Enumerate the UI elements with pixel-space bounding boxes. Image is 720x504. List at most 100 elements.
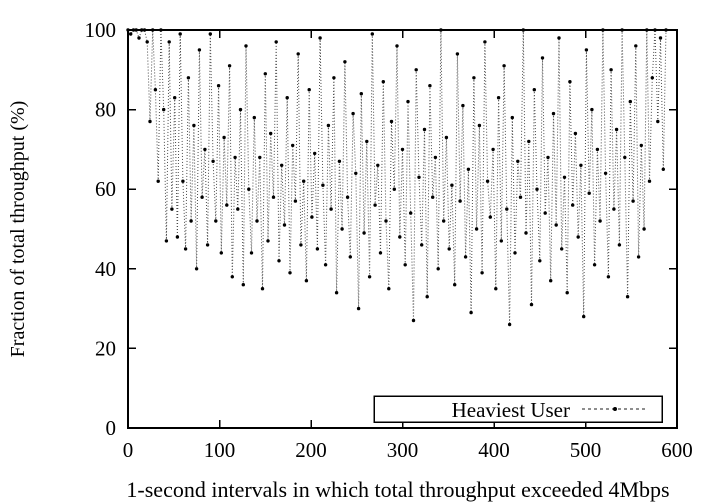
data-point xyxy=(280,163,284,167)
data-point xyxy=(571,203,575,207)
x-tick-label: 200 xyxy=(295,438,327,462)
data-point xyxy=(304,279,309,283)
data-point xyxy=(370,32,374,36)
data-point xyxy=(636,255,641,259)
data-point xyxy=(214,219,218,223)
x-tick-label: 500 xyxy=(570,438,602,462)
legend-marker-sample xyxy=(613,407,617,411)
data-point xyxy=(362,231,366,235)
data-point xyxy=(560,247,564,251)
data-point xyxy=(329,207,333,211)
data-point xyxy=(442,219,446,223)
data-point xyxy=(318,36,322,40)
data-point xyxy=(444,135,449,140)
data-point xyxy=(546,155,550,160)
data-point xyxy=(554,223,558,227)
data-point xyxy=(409,211,413,215)
data-point xyxy=(653,28,657,32)
legend-label: Heaviest User xyxy=(452,398,570,422)
data-point xyxy=(164,239,169,243)
axis-ticks xyxy=(127,29,678,429)
data-point xyxy=(131,28,136,32)
data-point xyxy=(505,207,509,211)
y-tick-label: 60 xyxy=(95,177,116,201)
data-point xyxy=(625,295,630,299)
data-point xyxy=(326,123,331,128)
x-axis-title: 1-second intervals in which total throug… xyxy=(126,477,669,502)
data-point xyxy=(332,76,336,80)
data-point xyxy=(535,187,539,191)
data-point xyxy=(400,147,405,152)
data-point xyxy=(170,207,174,211)
data-point xyxy=(142,28,147,32)
data-point xyxy=(345,195,350,199)
data-point xyxy=(296,52,300,56)
data-point xyxy=(356,306,361,311)
y-tick-label: 80 xyxy=(95,98,116,122)
data-point xyxy=(288,271,292,275)
data-point xyxy=(650,76,654,80)
data-point xyxy=(134,28,138,32)
data-point xyxy=(411,318,416,323)
data-point xyxy=(639,143,643,148)
data-point xyxy=(455,52,460,56)
data-point xyxy=(645,28,649,32)
data-point xyxy=(488,215,492,219)
data-point xyxy=(628,99,632,104)
data-point xyxy=(173,96,177,100)
data-point xyxy=(384,219,388,223)
data-point xyxy=(285,96,289,100)
data-point xyxy=(565,291,569,295)
data-point xyxy=(582,314,586,319)
series-line xyxy=(127,29,667,325)
data-point xyxy=(334,291,339,295)
data-point xyxy=(208,32,212,36)
data-point xyxy=(387,287,391,291)
data-point xyxy=(403,263,407,267)
data-point xyxy=(249,251,254,255)
data-point xyxy=(623,155,627,160)
data-point xyxy=(348,255,352,259)
data-point xyxy=(159,28,163,32)
data-point xyxy=(252,115,256,120)
data-point xyxy=(513,251,517,255)
data-point xyxy=(562,175,567,179)
data-point xyxy=(247,187,251,191)
data-point xyxy=(153,88,158,92)
x-tick-label: 600 xyxy=(661,438,693,462)
data-point xyxy=(197,48,202,52)
data-point xyxy=(222,135,226,140)
data-point xyxy=(603,171,608,175)
data-point xyxy=(260,287,265,291)
data-point xyxy=(313,151,317,156)
data-point xyxy=(510,115,514,120)
data-point xyxy=(436,267,440,271)
data-point xyxy=(483,40,487,44)
data-point xyxy=(499,239,503,243)
data-point xyxy=(307,88,311,92)
data-point xyxy=(491,147,495,152)
data-point xyxy=(274,40,278,44)
data-point xyxy=(291,143,295,148)
data-point xyxy=(521,28,525,32)
data-point xyxy=(238,107,243,112)
data-point xyxy=(433,155,438,160)
x-tick-label: 400 xyxy=(478,438,510,462)
data-point xyxy=(425,295,429,299)
data-point xyxy=(439,28,443,32)
data-point xyxy=(175,235,180,239)
data-point xyxy=(543,211,547,215)
data-point xyxy=(431,195,435,199)
data-point xyxy=(230,275,234,279)
data-point xyxy=(266,239,270,243)
data-point xyxy=(244,44,248,48)
data-point xyxy=(518,195,523,199)
data-point xyxy=(551,111,556,116)
data-point xyxy=(532,88,536,92)
plot-border xyxy=(127,29,678,429)
data-point xyxy=(395,44,399,48)
data-point xyxy=(507,322,512,327)
data-point xyxy=(573,131,578,136)
data-point xyxy=(620,28,624,32)
